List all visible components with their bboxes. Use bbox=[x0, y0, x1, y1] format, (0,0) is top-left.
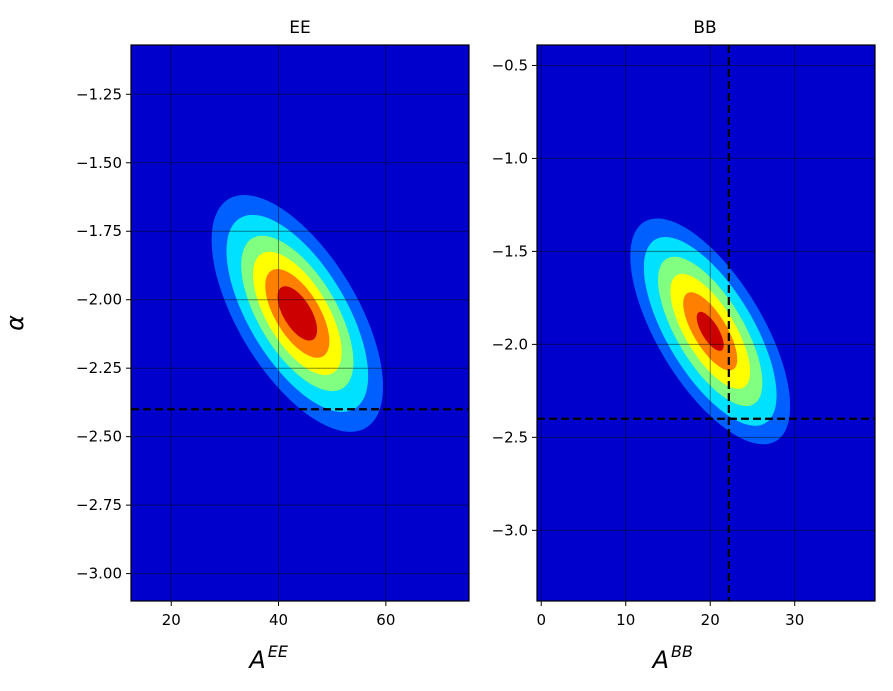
panel-bb: BB A BB 0 10 20 30−0.5−1.0−1.5−2.0−2.5−3.0 bbox=[492, 18, 876, 674]
y-tick-label: −0.5 bbox=[492, 56, 528, 74]
y-tick-label: −2.5 bbox=[492, 428, 528, 446]
y-tick-label: −2.75 bbox=[76, 496, 122, 514]
panel-title-bb: BB bbox=[693, 18, 716, 38]
axes-frame bbox=[130, 44, 470, 602]
plot-area bbox=[131, 45, 469, 601]
x-axis-label-base: A bbox=[651, 646, 669, 674]
x-tick-label: 10 bbox=[616, 611, 635, 629]
panel-ee: EE α A EE 20 40 60−1.25−1.50−1.75−2.00−2.25… bbox=[1, 18, 470, 674]
y-tick-label: −1.25 bbox=[76, 85, 122, 103]
x-tick-label: 20 bbox=[162, 611, 181, 629]
y-tick-label: −2.50 bbox=[76, 428, 122, 446]
y-tick-label: −2.25 bbox=[76, 359, 122, 377]
y-tick-label: −1.5 bbox=[492, 242, 528, 260]
x-axis-label-superscript: EE bbox=[268, 642, 289, 661]
y-tick-label: −1.0 bbox=[492, 149, 528, 167]
x-tick-label: 0 bbox=[536, 611, 546, 629]
x-axis-label-superscript: BB bbox=[671, 642, 693, 661]
y-tick-label: −2.00 bbox=[76, 291, 122, 309]
x-tick-label: 60 bbox=[376, 611, 395, 629]
x-axis-label-bb: A BB bbox=[651, 642, 693, 674]
x-tick-label: 20 bbox=[701, 611, 720, 629]
x-axis-label-ee: A EE bbox=[247, 642, 289, 674]
axes-frame bbox=[536, 44, 876, 602]
y-tick-label: −3.00 bbox=[76, 565, 122, 583]
y-tick-label: −2.0 bbox=[492, 335, 528, 353]
y-tick-label: −1.75 bbox=[76, 222, 122, 240]
y-axis-label-alpha: α bbox=[1, 315, 29, 331]
panel-title-ee: EE bbox=[289, 18, 310, 38]
x-axis-label-base: A bbox=[247, 646, 265, 674]
y-tick-label: −3.0 bbox=[492, 521, 528, 539]
contour-level-6 bbox=[696, 311, 724, 351]
contour-level-6 bbox=[277, 286, 318, 341]
x-tick-label: 30 bbox=[785, 611, 804, 629]
plot-area bbox=[537, 45, 875, 601]
y-tick-label: −1.50 bbox=[76, 154, 122, 172]
x-tick-label: 40 bbox=[269, 611, 288, 629]
